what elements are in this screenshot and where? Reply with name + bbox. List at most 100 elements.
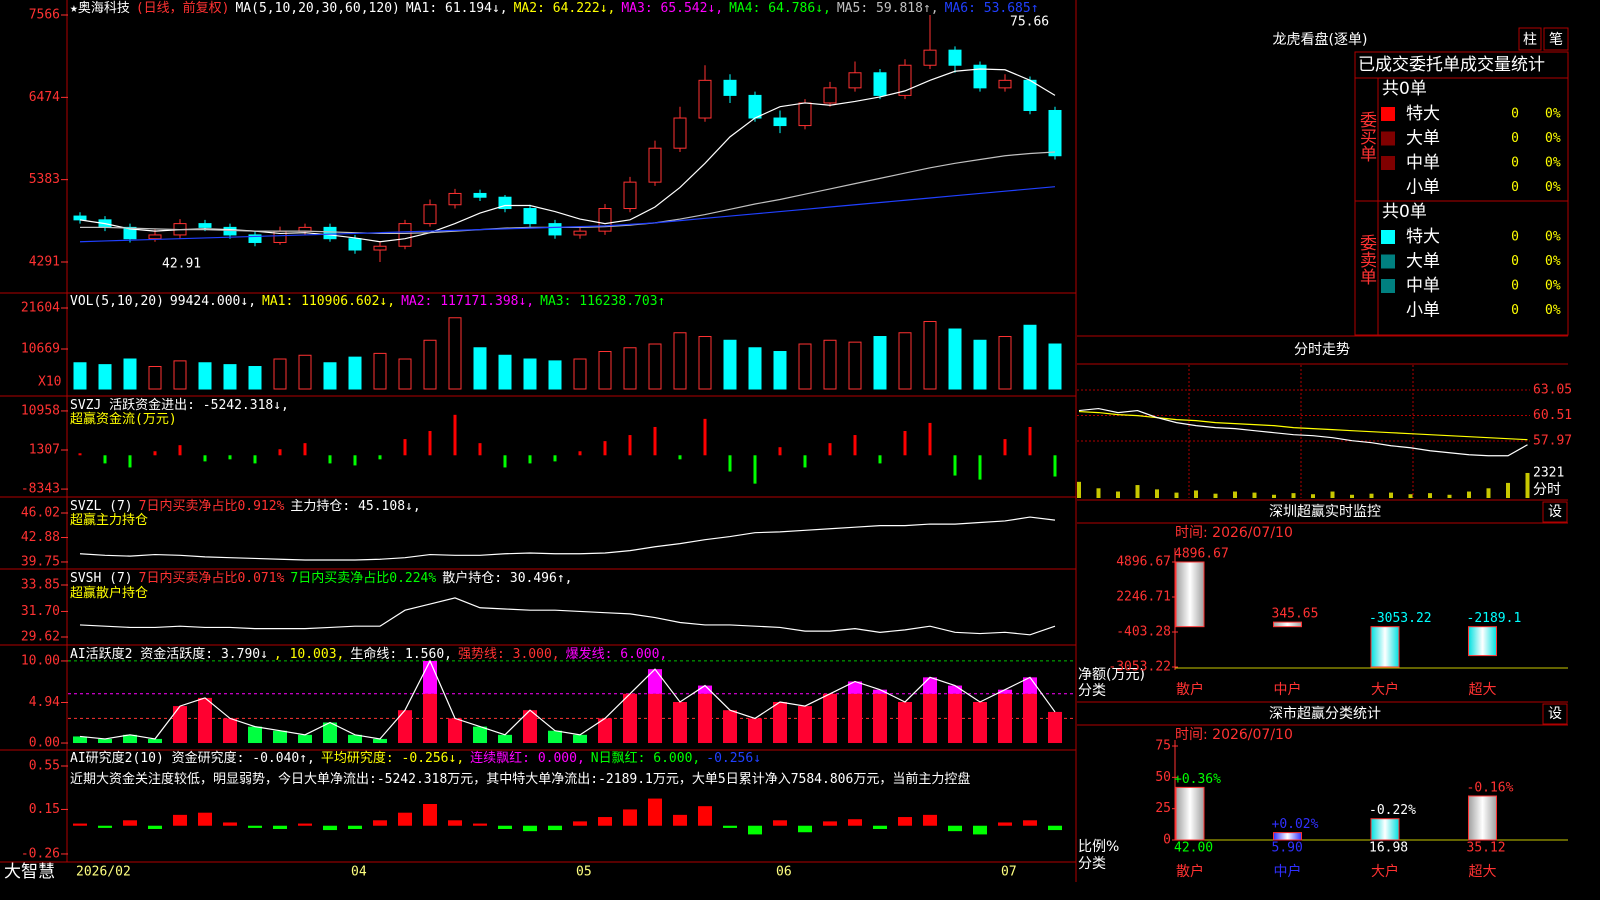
button[interactable]: 笔: [1549, 32, 1563, 48]
header-item: SVZJ 活跃资金进出: -5242.318↓,: [70, 397, 289, 413]
table-title: 已成交委托单成交量统计: [1358, 55, 1545, 75]
research-bar: [73, 823, 87, 826]
group-label: 委买单: [1356, 111, 1377, 162]
research-bar: [723, 825, 737, 828]
research-bar: [123, 820, 137, 826]
activity-bar: [298, 734, 312, 744]
activity-bar: [623, 693, 637, 744]
ratio-bar: [1273, 832, 1302, 841]
volume-bar: [998, 336, 1012, 390]
research-bar: [773, 820, 787, 826]
candle-body: [648, 147, 662, 183]
research-bar: [398, 812, 412, 826]
research-bar: [523, 825, 537, 832]
activity-bar: [723, 710, 737, 744]
research-bar: [448, 820, 462, 826]
activity-bar: [498, 734, 512, 744]
candle-body: [323, 226, 337, 240]
category-label: 散户: [1176, 863, 1204, 880]
panel-header: AI研究度2(10) 资金研究度: -0.040↑, 平均研究度: -0.256↓…: [70, 750, 761, 766]
row-pct: 0%: [1545, 254, 1561, 269]
brand: 大智慧: [4, 862, 55, 882]
y-tick-label: 2321: [1533, 465, 1564, 480]
candle-body: [73, 215, 87, 221]
panel-title: 分时走势: [1294, 342, 1350, 358]
volume-bar: [1048, 343, 1062, 390]
activity-bar: [1023, 693, 1037, 744]
axis-label: 比例%: [1078, 839, 1119, 855]
research-bar: [1023, 820, 1037, 826]
flow-bar: [303, 443, 307, 456]
category-label: 中户: [1274, 681, 1302, 698]
value-label: 5.90: [1272, 841, 1303, 856]
volume-bar: [148, 366, 162, 390]
net-bar: [1370, 626, 1400, 668]
ratio-bar: [1468, 795, 1497, 841]
header-item: AI活跃度2 资金活跃度: 3.790↓: [70, 646, 268, 662]
candle-body: [548, 223, 562, 236]
button[interactable]: 设: [1548, 504, 1562, 520]
research-bar: [873, 825, 887, 829]
y-tick-label: 21604: [21, 301, 60, 316]
activity-bar: [398, 710, 412, 744]
volume-bar: [523, 358, 537, 390]
header-item: 连续飘红: 0.000,: [470, 750, 585, 766]
panel-header: ★奥海科技 (日线，前复权) MA(5,10,20,30,60,120) MA1: 6…: [70, 0, 1039, 16]
row-name: 小单: [1406, 178, 1440, 198]
research-bar: [948, 825, 962, 832]
y-tick-label: 1307: [29, 443, 60, 458]
intraday-volume: [1350, 494, 1354, 498]
activity-bar: [798, 706, 812, 744]
candle-body: [848, 72, 862, 89]
activity-bar: [698, 693, 712, 744]
candle-body: [748, 94, 762, 119]
category-label: 大户: [1371, 863, 1399, 880]
ratio-bar: [1370, 818, 1400, 841]
volume-bar: [73, 362, 87, 390]
intraday-volume: [1486, 488, 1491, 498]
candle-body: [198, 223, 212, 228]
y-tick-label: 0: [1163, 833, 1171, 848]
change-label: +0.36%: [1174, 772, 1221, 787]
y-tick-label: 6474: [29, 90, 60, 105]
research-bar: [473, 823, 487, 826]
color-swatch: [1381, 254, 1395, 269]
header-item: SVSH (7): [70, 571, 133, 586]
panel-header: SVZL (7) 7日内买卖净占比0.912% 主力持仓: 45.108↓,: [70, 498, 421, 514]
button[interactable]: 柱: [1523, 32, 1537, 48]
change-label: +0.02%: [1272, 817, 1319, 832]
candle-body: [248, 234, 262, 243]
research-bar: [298, 823, 312, 826]
intraday-volume: [1077, 481, 1081, 498]
header-item: ★奥海科技: [70, 1, 130, 16]
header-item: 主力持仓: 45.108↓,: [290, 499, 420, 514]
button[interactable]: 设: [1548, 706, 1562, 722]
volume-bar: [473, 347, 487, 390]
y-tick-label: 42.88: [21, 530, 60, 545]
activity-bar: [873, 693, 887, 744]
activity-bar: [273, 730, 287, 744]
header-item: 散户持仓: 30.496↑,: [442, 570, 572, 586]
research-bar: [373, 820, 387, 826]
header-item: MA3: 65.542↓,: [621, 1, 723, 16]
intraday-volume: [1135, 485, 1140, 498]
header-item: -0.256↓: [706, 751, 761, 766]
group-total: 共0单: [1382, 79, 1427, 99]
axis-label: 分时: [1533, 482, 1561, 498]
candle-body: [398, 223, 412, 247]
group-total: 共0单: [1382, 202, 1427, 222]
value-label: 35.12: [1467, 841, 1506, 856]
volume-bar: [673, 332, 687, 390]
candle-body: [348, 238, 362, 251]
header-item: 99424.000↓,: [170, 294, 256, 309]
flow-bar: [528, 455, 532, 464]
flow-bar: [278, 449, 282, 456]
intraday-volume: [1155, 489, 1159, 498]
flow-bar: [953, 455, 957, 476]
panel-header: 近期大资金关注度较低，明显弱势，今日大单净流出:-5242.318万元，其中特大…: [70, 771, 970, 787]
color-swatch: [1381, 107, 1395, 121]
candle-body: [823, 87, 837, 104]
holding-line: [79, 597, 1056, 636]
candle-body: [898, 64, 912, 96]
intraday-volume: [1330, 491, 1335, 498]
